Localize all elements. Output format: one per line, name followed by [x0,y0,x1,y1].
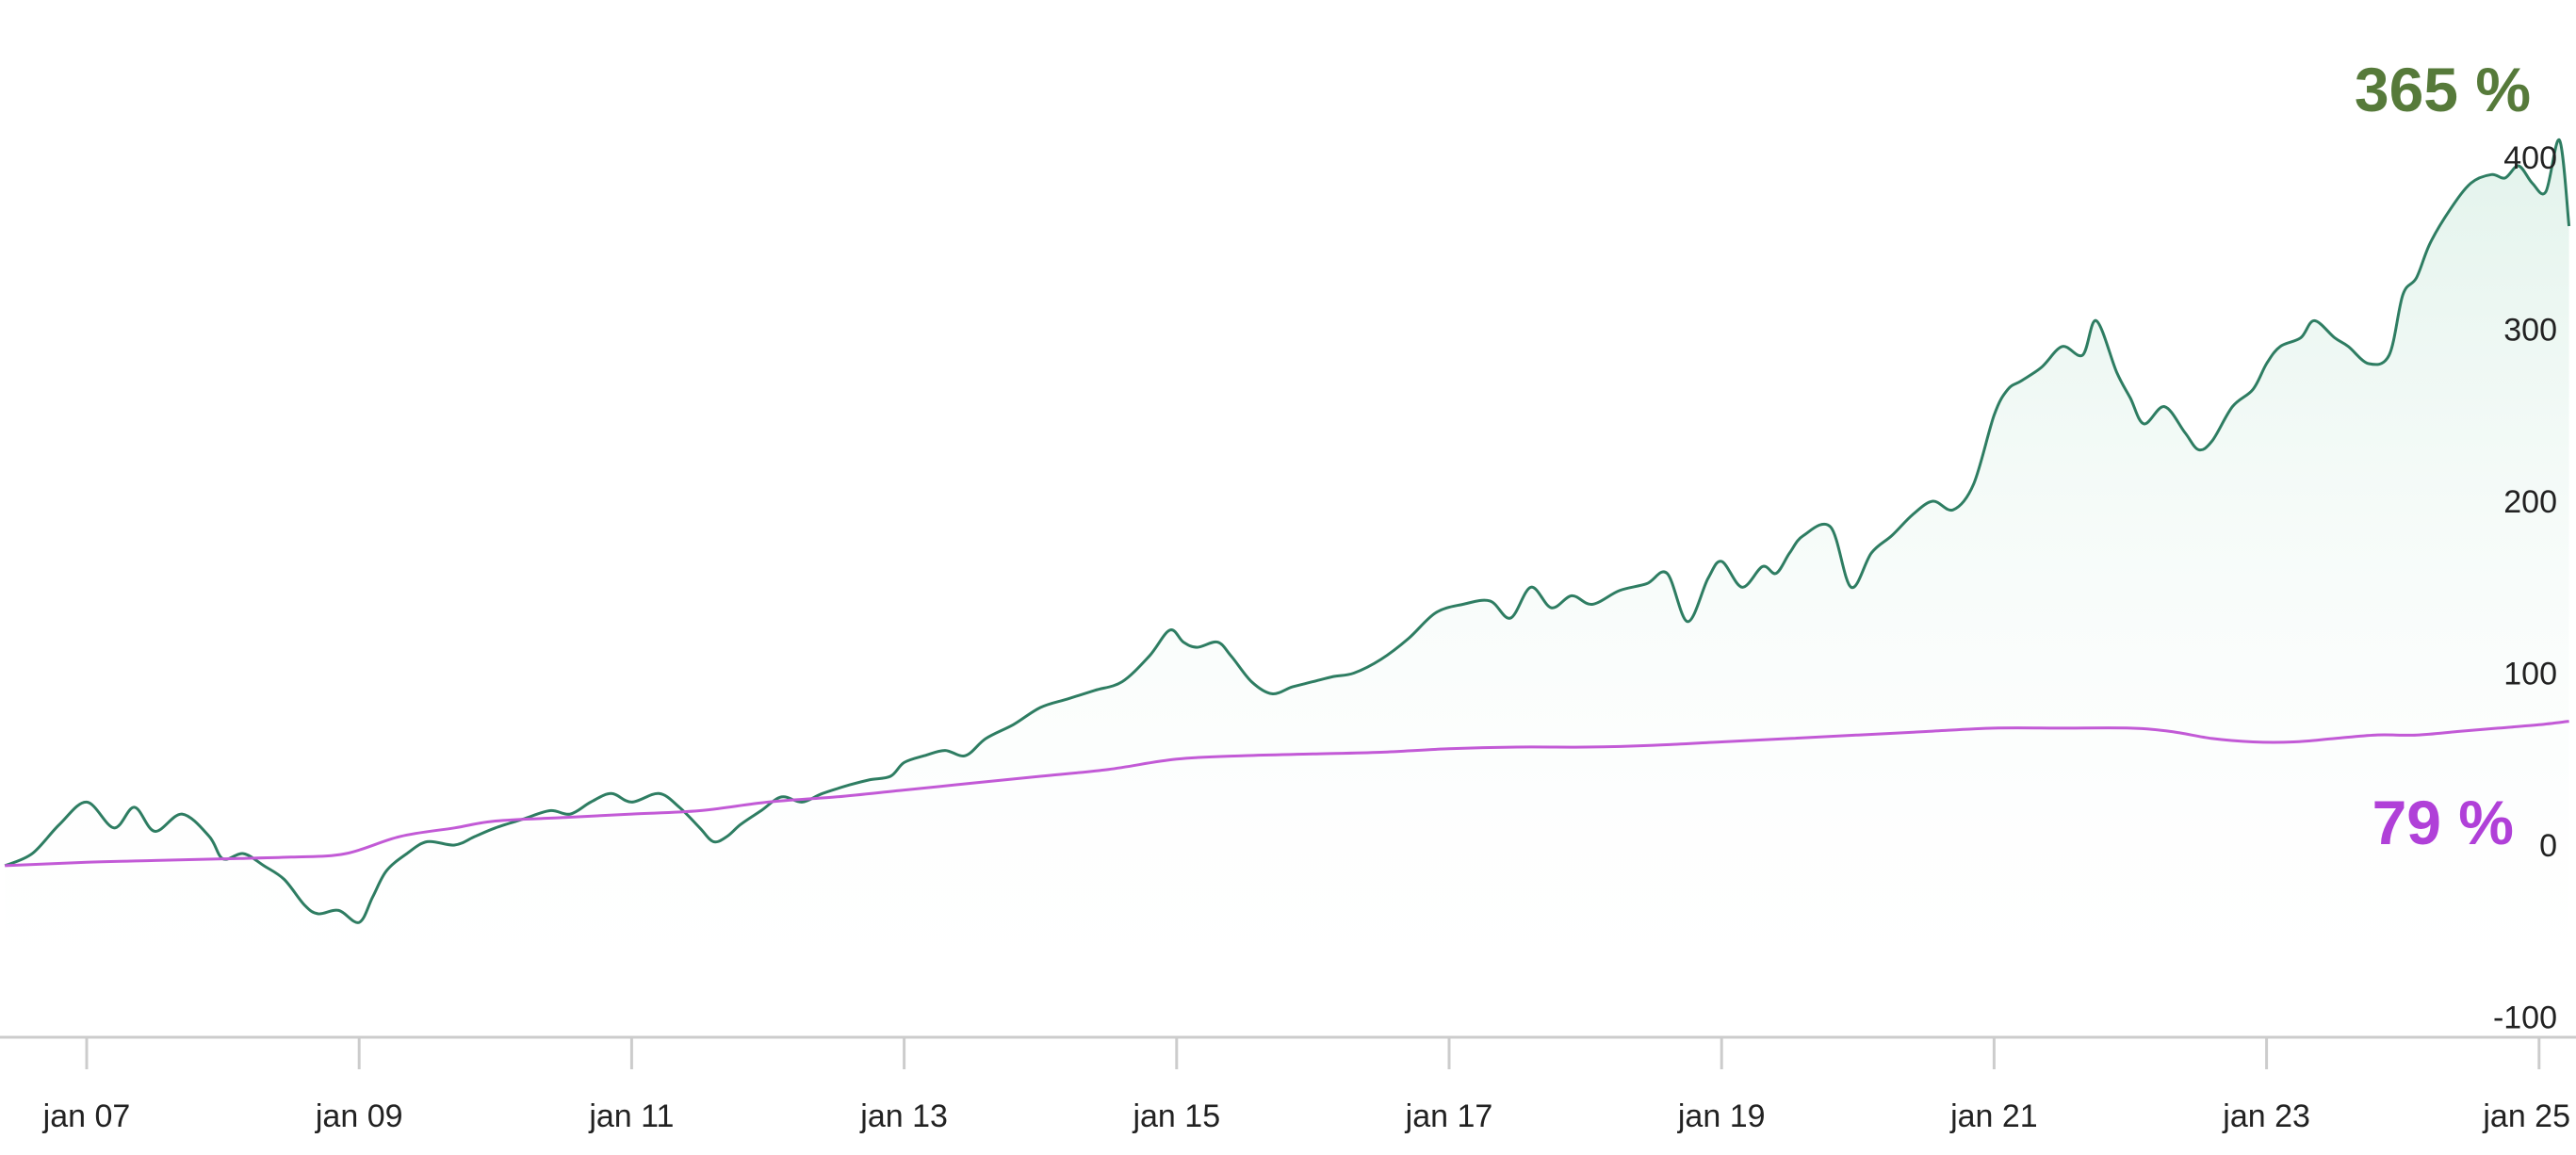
x-tick-label: jan 13 [859,1098,948,1134]
y-tick-label: 0 [2539,828,2557,864]
plot-area [4,138,2571,1034]
series-0-end-label: 365 % [2355,55,2531,124]
y-axis: 400 300 200 100 0 -100 [2493,140,2557,1036]
x-tick-label: jan 09 [315,1098,403,1134]
y-tick-label: 200 [2503,484,2557,520]
series-0-line [4,138,2571,924]
y-tick-label: 400 [2503,140,2557,176]
x-tick-label: jan 07 [42,1098,131,1134]
series-1-end-label: 79 % [2372,788,2514,857]
y-tick-label: -100 [2493,1000,2557,1036]
x-tick-label: jan 25 [2482,1098,2570,1134]
x-tick-label: jan 17 [1405,1098,1493,1134]
end-labels: 365 % 79 % [2355,55,2531,857]
x-tick-label: jan 11 [588,1098,674,1134]
y-tick-label: 100 [2503,657,2557,692]
x-axis: jan 07 jan 09 jan 11 jan 13 jan 15 jan 17 jan … [0,1035,2576,1134]
series-0-area [5,139,2569,1034]
x-tick-label: jan 21 [1949,1098,2038,1134]
x-tick-label: jan 19 [1677,1098,1766,1134]
x-tick-label: jan 23 [2222,1098,2310,1134]
x-tick-label: jan 15 [1132,1098,1220,1134]
series-1-line [5,720,2569,868]
y-tick-label: 300 [2503,313,2557,349]
